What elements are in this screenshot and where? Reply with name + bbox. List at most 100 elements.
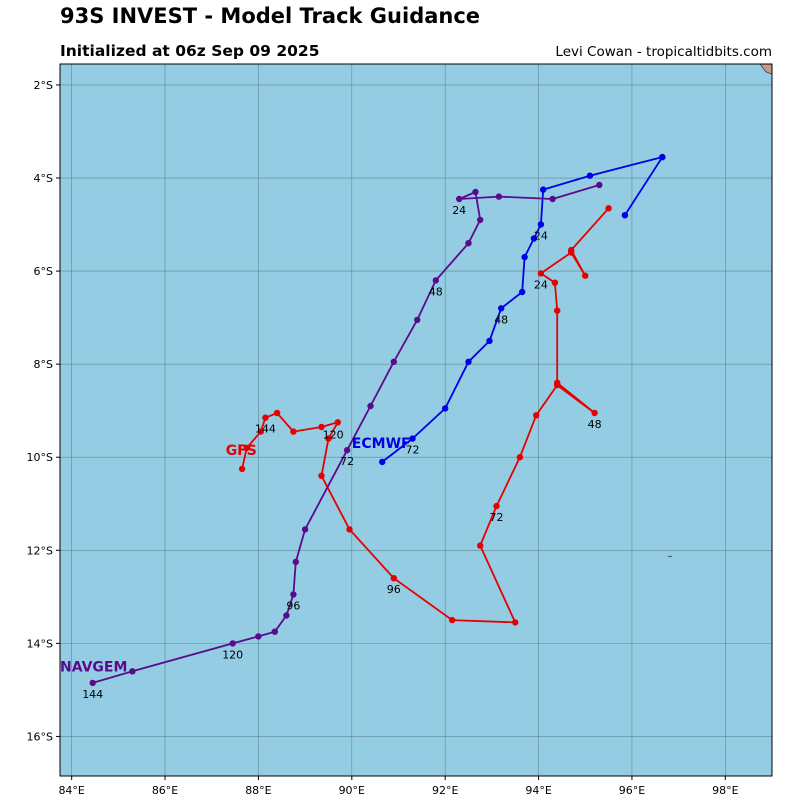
gfs-track-point [318, 423, 325, 431]
y-tick-label: 6°S [34, 265, 53, 278]
y-tick-label: 4°S [34, 172, 53, 185]
chart-subtitle: Initialized at 06z Sep 09 2025 [60, 42, 320, 60]
y-tick-label: 14°S [27, 637, 53, 650]
navgem-track-point [549, 195, 556, 203]
ecmwf-track-point [409, 435, 416, 442]
y-tick-label: 8°S [34, 358, 53, 371]
x-tick-label: 84°E [58, 784, 84, 797]
gfs-hour-label: 120 [323, 429, 344, 442]
navgem-track-point [367, 402, 374, 410]
gfs-track-point [243, 444, 250, 452]
ecmwf-track-point [537, 221, 545, 228]
gfs-track-point [390, 575, 397, 582]
gfs-track-point [551, 279, 559, 286]
ecmwf-track-point [465, 358, 472, 365]
navgem-track-point [271, 628, 278, 635]
gfs-track-point [582, 272, 589, 279]
navgem-model-label: NAVGEM [60, 659, 127, 675]
gfs-track-point [533, 412, 540, 419]
y-tick-label: 2°S [34, 79, 53, 92]
gfs-track-point [516, 454, 524, 461]
small-island [667, 555, 673, 557]
plot-frame [59, 63, 773, 777]
navgem-track-point [472, 188, 479, 196]
gfs-track-point [318, 472, 325, 479]
gfs-track-point [477, 542, 484, 549]
navgem-hour-label: 48 [429, 285, 443, 298]
navgem-track-point [301, 526, 309, 533]
gfs-track-point [537, 270, 545, 277]
gfs-hour-label: 48 [588, 418, 602, 431]
ecmwf-hour-label: 24 [534, 230, 548, 243]
gfs-track-point [257, 428, 264, 435]
navgem-track-point [89, 679, 96, 687]
ecmwf-hour-label: 72 [406, 444, 420, 457]
gfs-track-point [290, 428, 297, 435]
ecmwf-track-point [659, 153, 666, 161]
gfs-track-point [346, 526, 353, 533]
gfs-track-point [334, 419, 341, 426]
y-tick-label: 12°S [27, 544, 53, 557]
ecmwf-track-point [621, 212, 629, 219]
model-tracks [89, 153, 666, 687]
gfs-track-point [568, 249, 575, 256]
credit-text: Levi Cowan - tropicaltidbits.com [555, 44, 772, 60]
lat-lon-grid [60, 64, 772, 776]
gfs-track-point [554, 381, 561, 389]
x-tick-label: 92°E [432, 784, 458, 797]
ocean-background [60, 64, 772, 776]
navgem-hour-label: 72 [340, 455, 354, 468]
x-tick-label: 96°E [619, 784, 645, 797]
gfs-track-point [493, 502, 500, 510]
gfs-track-point [325, 435, 332, 442]
gfs-hour-label: 96 [387, 583, 401, 596]
track-labels: ECMWF 24 48 72 GFS 24 48 72 96 120 144 NAVGEM 24 48 72… [60, 204, 602, 701]
gfs-track-point [591, 409, 598, 417]
navgem-hour-label: 144 [82, 688, 103, 701]
ecmwf-track-point [521, 253, 528, 261]
navgem-track-point [495, 193, 503, 200]
navgem-hour-label: 24 [452, 204, 466, 217]
x-tick-label: 98°E [712, 784, 738, 797]
navgem-track-point [390, 358, 397, 365]
navgem-track-point [343, 447, 351, 454]
x-tick-label: 88°E [245, 784, 271, 797]
navgem-track-point [255, 633, 262, 640]
y-tick-label: 10°S [27, 451, 53, 464]
navgem-track-point [414, 316, 421, 324]
gfs-track-point [554, 307, 561, 314]
gfs-hour-label: 72 [490, 511, 504, 524]
gfs-track-point [605, 205, 612, 212]
ecmwf-model-label: ECMWF [352, 436, 411, 452]
ecmwf-track-point [540, 186, 547, 193]
land-fragment [759, 64, 772, 75]
navgem-track-point [292, 558, 299, 566]
navgem-hour-label: 96 [286, 600, 300, 613]
navgem-track-point [283, 612, 290, 619]
gfs-track-line [241, 207, 610, 624]
navgem-track-point [229, 640, 236, 647]
navgem-track-point [129, 668, 136, 675]
ecmwf-track-point [586, 172, 594, 179]
ecmwf-track-point [498, 305, 505, 312]
ecmwf-track-point [530, 235, 538, 242]
x-tick-label: 86°E [152, 784, 178, 797]
gfs-track-point [512, 619, 519, 626]
navgem-track-point [432, 277, 439, 284]
navgem-track-point [596, 181, 603, 189]
navgem-track-point [456, 195, 463, 203]
axes: 84°E 86°E 88°E 90°E 92°E 94°E 96°E 98°E 2°S 4°S 6°… [27, 79, 739, 797]
gfs-track-point [238, 465, 246, 473]
x-tick-label: 94°E [525, 784, 551, 797]
gfs-track-point [449, 616, 456, 624]
gfs-hour-label: 24 [534, 278, 548, 291]
gfs-track-point [262, 414, 269, 421]
navgem-track-point [290, 591, 297, 598]
navgem-track-point [465, 240, 472, 247]
ecmwf-track-point [486, 337, 493, 345]
ecmwf-track-point [379, 458, 386, 466]
x-tick-label: 90°E [339, 784, 365, 797]
gfs-track-point [273, 409, 281, 417]
y-tick-label: 16°S [27, 730, 53, 743]
